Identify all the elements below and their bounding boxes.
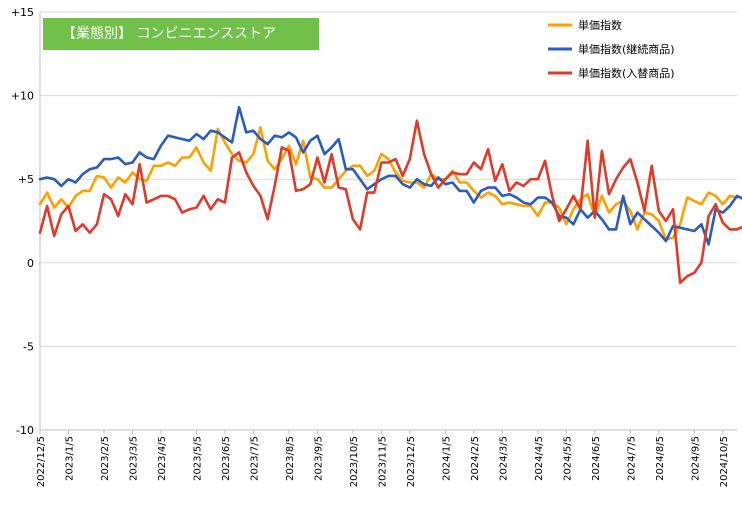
x-tick-label: 2023/8/5 (285, 436, 296, 481)
chart-title: 【業態別】 コンビニエンスストア (62, 26, 276, 42)
x-tick-labels: 2022/12/5 2023/1/5 2023/2/5 2023/3/5 2023/4/… (36, 430, 730, 487)
x-tick-label: 2024/1/5 (441, 436, 452, 481)
x-tick-label: 2024/7/5 (626, 436, 637, 481)
y-tick-label: +15 (11, 6, 34, 19)
x-tick-label: 2024/2/5 (470, 436, 481, 481)
x-tick-label: 2022/12/5 (36, 436, 47, 487)
y-tick-labels: +15 +10 +5 0 -5 -10 (11, 6, 34, 437)
legend-label: 単価指数(入替商品) (578, 66, 675, 80)
x-tick-label: 2024/6/5 (591, 436, 602, 481)
y-tick-label: +10 (11, 90, 34, 103)
x-tick-label: 2024/10/5 (719, 436, 730, 487)
x-tick-label: 2024/3/5 (498, 436, 509, 481)
x-tick-label: 2024/4/5 (534, 436, 545, 481)
x-tick-label: 2024/9/5 (690, 436, 701, 481)
x-tick-label: 2023/3/5 (128, 436, 139, 481)
x-tick-label: 2023/12/5 (406, 436, 417, 487)
x-tick-label: 2023/6/5 (221, 436, 232, 481)
series-lines (38, 106, 742, 285)
axes (39, 12, 737, 431)
x-tick-label: 2023/4/5 (157, 436, 168, 481)
y-tick-label: -10 (16, 424, 34, 437)
y-tick-label: -5 (23, 340, 34, 353)
x-tick-label: 2023/10/5 (349, 436, 360, 487)
legend-label: 単価指数(継続商品) (578, 42, 675, 56)
x-tick-label: 2023/11/5 (377, 436, 388, 487)
x-tick-label: 2024/8/5 (655, 436, 666, 481)
x-tick-label: 2023/7/5 (249, 436, 260, 481)
chart-title-box: 【業態別】 コンビニエンスストア (43, 18, 319, 50)
legend-label: 単価指数 (578, 18, 622, 32)
y-tick-label: 0 (27, 257, 34, 270)
x-tick-label: 2023/1/5 (64, 436, 75, 481)
x-tick-label: 2023/5/5 (192, 436, 203, 481)
series-line-2 (38, 106, 742, 246)
x-tick-label: 2024/5/5 (562, 436, 573, 481)
x-tick-label: 2023/9/5 (313, 436, 324, 481)
x-tick-label: 2023/2/5 (100, 436, 111, 481)
y-tick-label: +5 (18, 173, 34, 186)
series-line-3 (38, 119, 742, 285)
title-background (43, 18, 319, 50)
